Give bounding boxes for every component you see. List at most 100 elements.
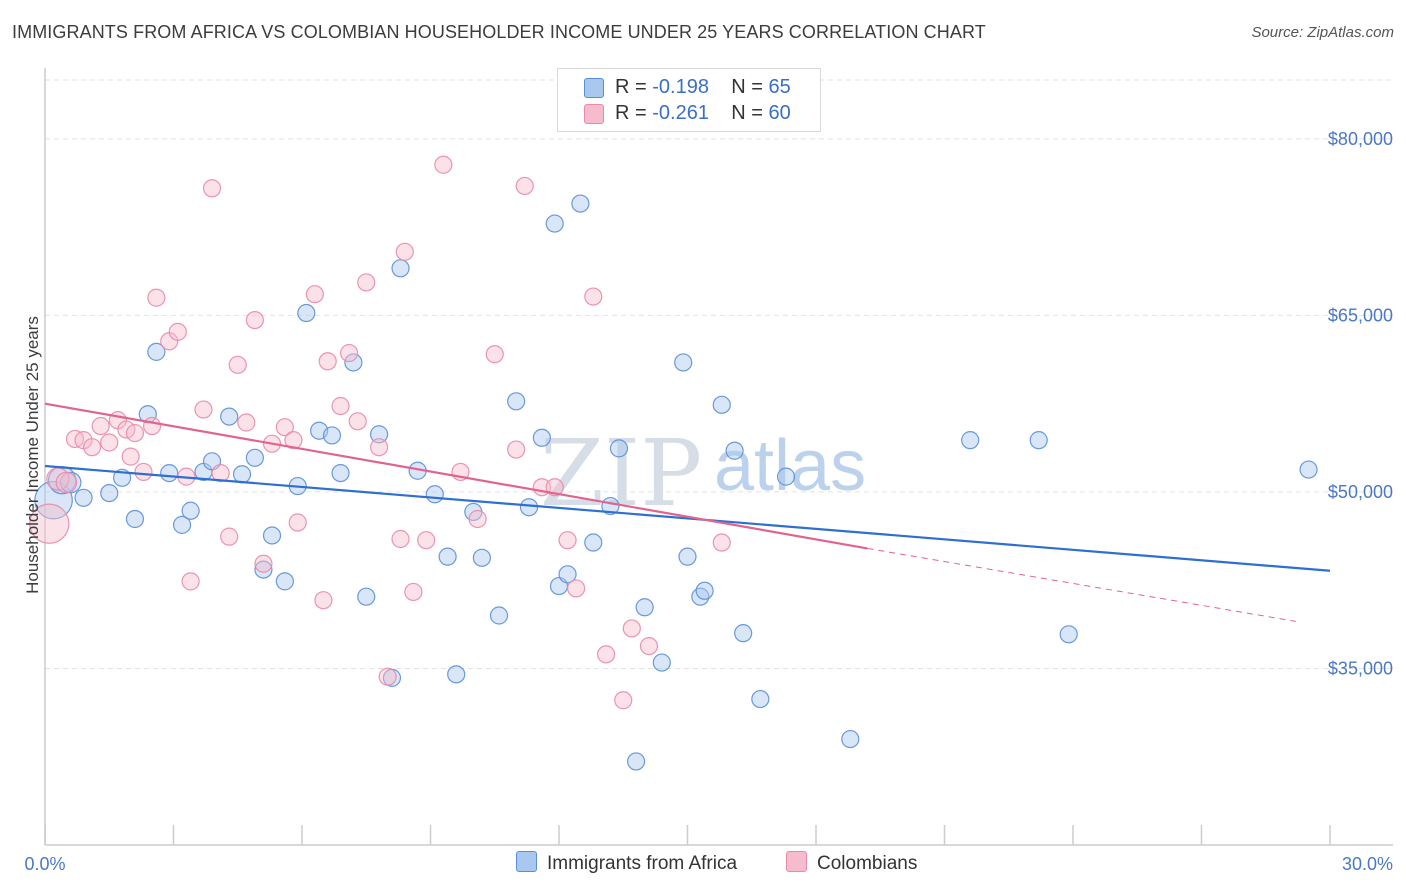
y-tick-label: $65,000 xyxy=(1328,305,1393,325)
point-africa xyxy=(357,587,376,606)
point-colombians xyxy=(29,503,70,544)
point-africa xyxy=(472,548,491,567)
trend-line-africa xyxy=(44,464,1331,572)
point-colombians xyxy=(147,288,166,307)
x-tick-label-min: 0.0% xyxy=(24,854,65,874)
point-africa xyxy=(712,395,731,414)
point-africa xyxy=(635,598,654,617)
point-africa xyxy=(245,448,264,467)
point-africa xyxy=(370,425,389,444)
watermark-atlas: atlas xyxy=(714,426,866,506)
point-colombians xyxy=(404,582,423,602)
point-colombians xyxy=(91,416,110,436)
point-africa xyxy=(181,501,200,520)
point-colombians xyxy=(417,531,436,550)
point-colombians xyxy=(288,513,307,532)
point-colombians xyxy=(468,509,487,529)
point-colombians xyxy=(83,438,102,457)
legend-row-colombians: R = -0.261 N = 60 xyxy=(558,101,820,127)
point-africa xyxy=(725,441,744,460)
point-colombians xyxy=(318,352,337,371)
point-colombians xyxy=(245,310,264,330)
n-label: N = xyxy=(731,102,769,124)
r-label: R = xyxy=(615,76,653,98)
data-points xyxy=(29,155,1318,771)
point-colombians xyxy=(558,531,577,550)
point-colombians xyxy=(597,645,616,664)
point-africa xyxy=(609,439,629,458)
point-africa xyxy=(532,428,551,447)
x-tick-label-max: 30.0% xyxy=(1342,854,1393,874)
point-africa xyxy=(331,463,350,483)
point-africa xyxy=(344,353,363,372)
point-colombians xyxy=(181,572,200,591)
n-value: 65 xyxy=(768,76,791,98)
point-africa xyxy=(232,465,252,484)
point-africa xyxy=(571,194,590,213)
point-colombians xyxy=(134,462,153,482)
point-africa xyxy=(125,509,145,529)
point-colombians xyxy=(370,438,389,457)
r-value: -0.261 xyxy=(652,102,709,124)
point-africa xyxy=(674,353,693,372)
trend-line-colombians xyxy=(44,402,868,550)
y-tick-label: $35,000 xyxy=(1328,658,1393,678)
point-colombians xyxy=(211,463,230,483)
point-africa xyxy=(558,565,577,584)
point-africa xyxy=(678,547,697,566)
point-africa xyxy=(545,214,564,233)
point-colombians xyxy=(314,591,333,610)
point-africa xyxy=(776,467,796,486)
point-africa xyxy=(160,463,179,483)
legend-stats-africa: R = -0.198 N = 65 xyxy=(615,76,791,99)
point-colombians xyxy=(378,667,397,686)
point-colombians xyxy=(142,416,162,436)
point-colombians xyxy=(622,619,641,638)
legend-row-africa: R = -0.198 N = 65 xyxy=(558,75,820,101)
chart-title: IMMIGRANTS FROM AFRICA VS COLOMBIAN HOUS… xyxy=(12,22,986,42)
legend-item-africa[interactable]: Immigrants from Africa xyxy=(516,851,737,875)
point-africa xyxy=(961,431,980,450)
point-africa xyxy=(438,547,457,566)
point-africa xyxy=(447,665,466,684)
point-africa xyxy=(425,485,444,504)
point-colombians xyxy=(515,176,534,196)
point-africa xyxy=(147,342,166,361)
point-colombians xyxy=(348,412,367,431)
point-colombians xyxy=(55,471,78,494)
trend-lines xyxy=(44,402,1331,622)
legend-label-colombians: Colombians xyxy=(817,853,918,874)
point-colombians xyxy=(712,533,731,552)
legend-item-colombians[interactable]: Colombians xyxy=(786,851,917,875)
point-africa xyxy=(626,752,646,771)
point-colombians xyxy=(507,440,526,459)
legend-label-africa: Immigrants from Africa xyxy=(547,853,738,874)
y-axis-label: Householder Income Under 25 years xyxy=(23,316,42,594)
point-africa xyxy=(254,560,273,579)
point-colombians xyxy=(284,431,303,450)
point-colombians xyxy=(228,355,247,374)
watermark-zip: ZIP xyxy=(540,420,702,527)
point-colombians xyxy=(584,287,603,306)
point-colombians xyxy=(395,242,414,261)
point-colombians xyxy=(121,447,140,466)
axes xyxy=(44,68,1393,846)
point-colombians xyxy=(275,418,294,437)
legend-swatch-pink xyxy=(584,104,604,124)
point-africa xyxy=(734,624,753,643)
point-colombians xyxy=(237,413,256,432)
point-africa xyxy=(220,407,239,426)
series-legend: Immigrants from Africa Colombians xyxy=(0,851,1406,877)
legend-stats-colombians: R = -0.261 N = 60 xyxy=(615,102,791,125)
point-africa xyxy=(584,533,603,552)
r-value: -0.198 xyxy=(652,76,709,98)
point-colombians xyxy=(305,285,324,304)
point-africa xyxy=(100,484,119,503)
n-value: 60 xyxy=(768,102,791,124)
r-label: R = xyxy=(615,102,653,124)
y-tick-label: $80,000 xyxy=(1328,129,1393,149)
y-tick-label: $50,000 xyxy=(1328,482,1393,502)
point-colombians xyxy=(485,345,504,364)
point-africa xyxy=(507,392,526,411)
